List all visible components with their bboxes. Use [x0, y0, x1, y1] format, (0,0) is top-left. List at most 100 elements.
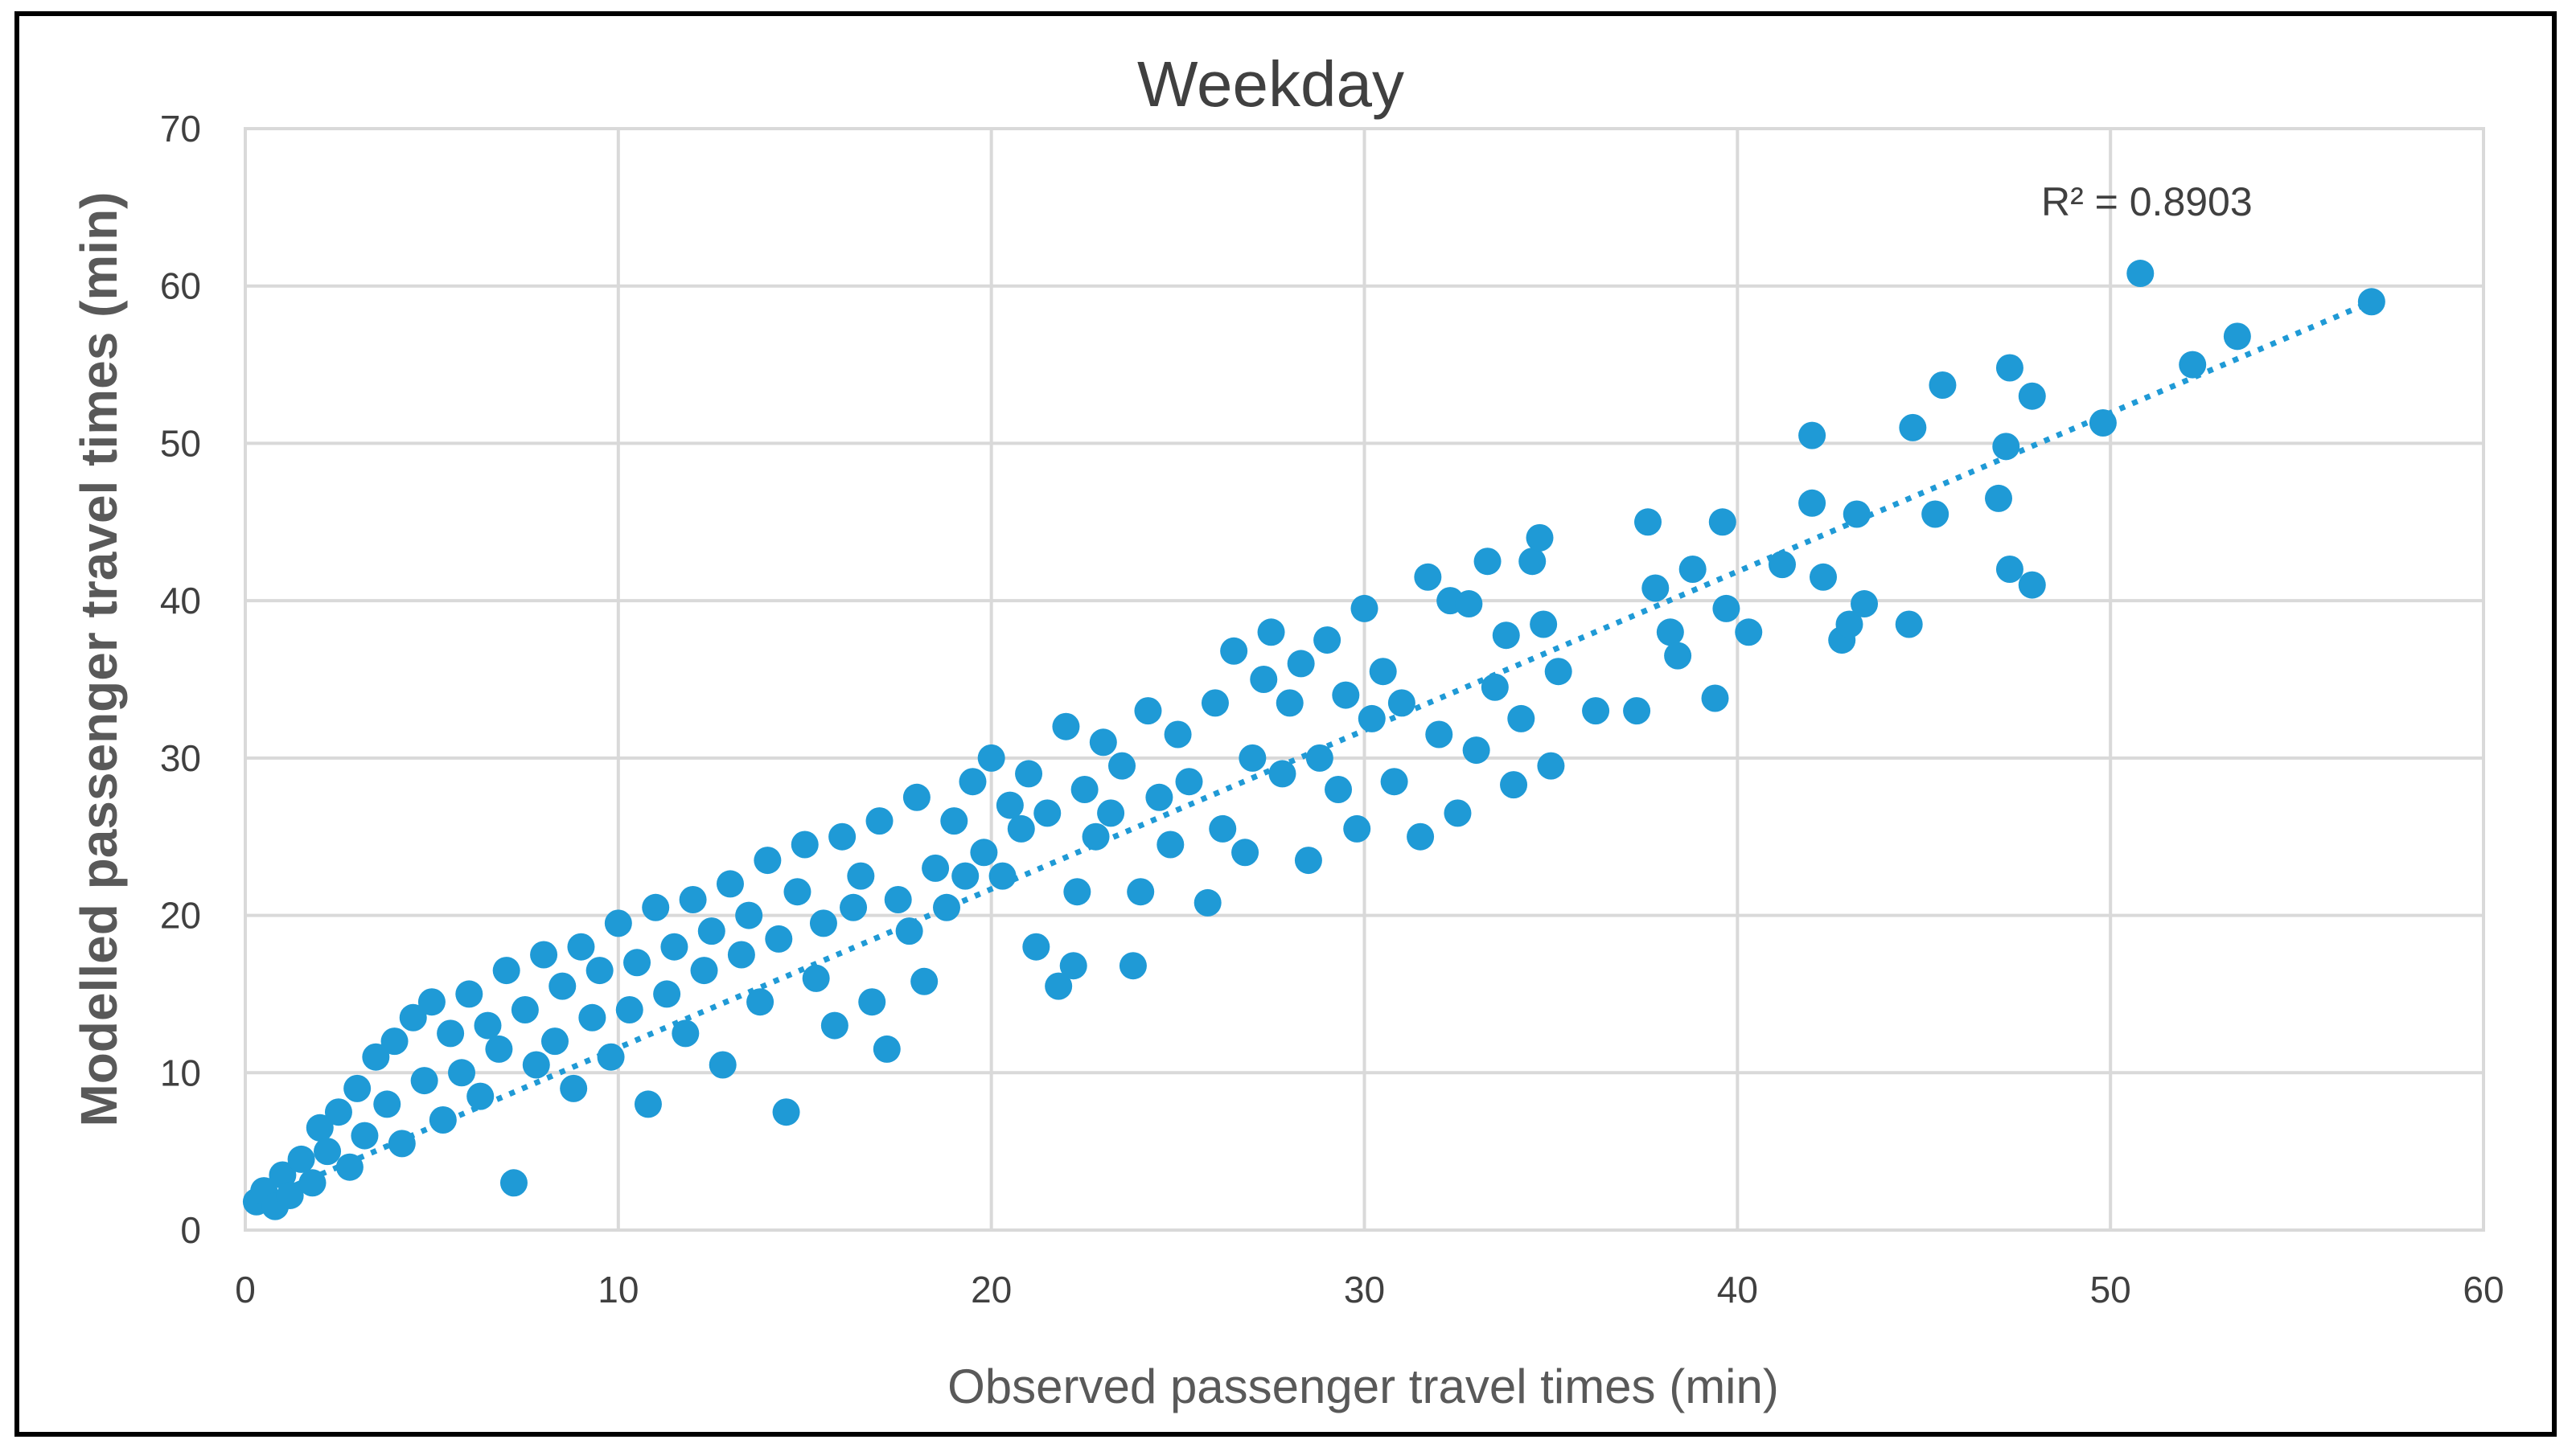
data-point [623, 949, 651, 977]
r-squared-annotation: R² = 0.8903 [2041, 179, 2253, 224]
data-point [567, 933, 595, 961]
data-point [474, 1011, 502, 1040]
data-point [902, 783, 931, 811]
y-axis-label: Modelled passenger travel times (min) [70, 192, 128, 1127]
data-point [560, 1074, 588, 1102]
data-point [1768, 551, 1796, 579]
data-point [530, 941, 558, 969]
data-point [1641, 574, 1670, 602]
data-point [727, 941, 755, 969]
data-point [1664, 642, 1692, 670]
data-point [1108, 752, 1136, 780]
data-point [1798, 489, 1826, 517]
data-point [1350, 594, 1378, 622]
data-point [2018, 571, 2046, 599]
data-point [746, 988, 774, 1016]
data-point [455, 980, 483, 1008]
data-point [1582, 697, 1610, 725]
data-point [1380, 768, 1408, 796]
data-point [1481, 673, 1509, 701]
data-point [690, 957, 718, 985]
data-point [1059, 952, 1087, 980]
x-tick-label: 30 [1344, 1269, 1385, 1310]
data-point [783, 878, 811, 906]
data-point [1735, 618, 1763, 646]
data-point [1239, 744, 1267, 772]
data-point [1119, 952, 1147, 980]
data-point [417, 988, 446, 1016]
data-point [940, 807, 968, 835]
data-point [933, 893, 961, 921]
data-point [298, 1169, 327, 1197]
data-point [585, 957, 614, 985]
data-point [1332, 681, 1360, 709]
data-point [1045, 972, 1073, 1000]
data-point [1015, 760, 1043, 788]
data-point [754, 847, 782, 875]
data-point [1022, 933, 1050, 961]
data-point [1544, 658, 1572, 686]
data-point [709, 1051, 737, 1079]
data-point [1444, 799, 1472, 827]
data-point [1985, 484, 2013, 512]
data-point [697, 917, 725, 945]
data-point [1407, 822, 1435, 851]
data-point [865, 807, 894, 835]
plot-area-border [244, 127, 2485, 1232]
data-point [1007, 814, 1035, 843]
data-point [791, 831, 819, 859]
data-point [1052, 712, 1080, 740]
data-point [1127, 878, 1155, 906]
data-point [362, 1043, 390, 1071]
data-point [2357, 288, 2385, 316]
data-point [1921, 500, 1949, 528]
data-point [1537, 752, 1565, 780]
data-point [765, 925, 793, 953]
data-point [1250, 666, 1278, 693]
grid-lines [244, 127, 2485, 1232]
data-point [511, 996, 539, 1023]
data-point [548, 972, 577, 1000]
data-point [884, 886, 912, 913]
data-point [1387, 689, 1415, 717]
data-point [1063, 878, 1091, 906]
data-point [437, 1019, 465, 1048]
data-point [951, 862, 980, 890]
data-point [1701, 684, 1729, 712]
data-point [1175, 768, 1203, 796]
data-point [1268, 760, 1296, 788]
data-point [1526, 523, 1554, 552]
y-tick-label: 20 [160, 895, 201, 937]
y-tick-label: 70 [160, 108, 201, 150]
data-point [828, 822, 857, 851]
data-point [1157, 831, 1185, 859]
data-point [604, 909, 632, 937]
data-point [1276, 689, 1304, 717]
data-point [485, 1035, 513, 1063]
data-point [380, 1027, 409, 1056]
data-point [306, 1114, 334, 1142]
data-point [910, 967, 939, 995]
data-point [716, 870, 744, 898]
data-point [578, 1003, 606, 1032]
data-point [922, 854, 950, 882]
data-point [1462, 736, 1490, 765]
x-tick-label: 60 [2463, 1269, 2504, 1310]
data-point [1656, 618, 1684, 646]
data-point [672, 1019, 700, 1048]
y-tick-label: 50 [160, 422, 201, 464]
data-point [276, 1181, 304, 1209]
data-point [1899, 413, 1927, 441]
data-point [351, 1122, 379, 1150]
data-point [679, 886, 707, 913]
data-point [373, 1090, 401, 1118]
data-points [242, 260, 2385, 1220]
x-tick-label: 20 [971, 1269, 1012, 1310]
data-point [1455, 590, 1483, 618]
data-point [970, 839, 998, 867]
data-point [314, 1138, 342, 1166]
x-axis-label: Observed passenger travel times (min) [947, 1360, 1779, 1413]
data-point [1712, 594, 1740, 622]
data-point [634, 1090, 662, 1118]
data-point [1220, 637, 1248, 665]
